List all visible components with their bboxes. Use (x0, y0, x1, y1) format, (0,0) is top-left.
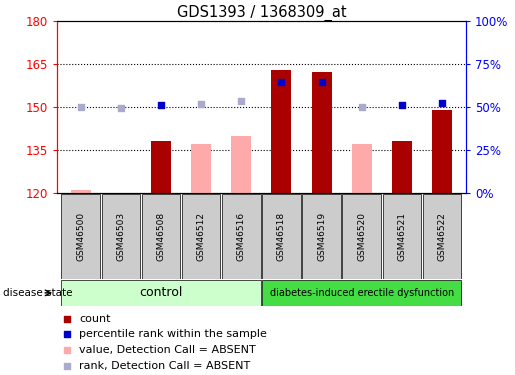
FancyBboxPatch shape (302, 194, 341, 279)
Point (197, 101, 205, 107)
Point (277, 80, 285, 86)
Point (117, 105, 125, 111)
FancyBboxPatch shape (262, 280, 461, 306)
Title: GDS1393 / 1368309_at: GDS1393 / 1368309_at (177, 4, 346, 21)
Point (63, 347, 71, 353)
Point (398, 102, 406, 108)
Bar (151, 141, 171, 193)
Text: diabetes-induced erectile dysfunction: diabetes-induced erectile dysfunction (269, 288, 454, 298)
Text: GSM46500: GSM46500 (76, 211, 85, 261)
Text: GSM46508: GSM46508 (157, 211, 165, 261)
Bar (312, 72, 332, 193)
Text: percentile rank within the sample: percentile rank within the sample (79, 329, 267, 339)
Text: GSM46521: GSM46521 (398, 212, 406, 261)
Text: count: count (79, 314, 111, 324)
FancyBboxPatch shape (423, 194, 461, 279)
FancyBboxPatch shape (222, 194, 261, 279)
FancyBboxPatch shape (262, 194, 301, 279)
Text: rank, Detection Call = ABSENT: rank, Detection Call = ABSENT (79, 362, 250, 372)
Bar (231, 136, 251, 193)
Text: GSM46522: GSM46522 (437, 212, 447, 261)
Bar (271, 69, 291, 193)
Point (77, 104, 85, 110)
Point (357, 104, 366, 110)
FancyBboxPatch shape (142, 194, 180, 279)
Bar (191, 144, 211, 193)
Text: control: control (140, 286, 183, 299)
Point (63, 332, 71, 338)
Point (237, 98, 246, 104)
Bar (432, 110, 452, 193)
Point (317, 80, 325, 86)
Bar (392, 141, 412, 193)
FancyBboxPatch shape (182, 194, 220, 279)
Point (157, 102, 165, 108)
Text: GSM46503: GSM46503 (116, 211, 125, 261)
FancyBboxPatch shape (61, 194, 100, 279)
Point (438, 100, 446, 106)
Text: GSM46520: GSM46520 (357, 212, 366, 261)
Bar (352, 144, 372, 193)
Text: GSM46518: GSM46518 (277, 211, 286, 261)
Point (63, 363, 71, 369)
Text: GSM46516: GSM46516 (237, 211, 246, 261)
Bar (71, 190, 91, 193)
Text: GSM46512: GSM46512 (197, 212, 205, 261)
FancyBboxPatch shape (61, 280, 261, 306)
Text: value, Detection Call = ABSENT: value, Detection Call = ABSENT (79, 345, 256, 355)
Text: GSM46519: GSM46519 (317, 211, 326, 261)
Text: disease state: disease state (3, 288, 72, 298)
FancyBboxPatch shape (342, 194, 381, 279)
Point (63, 316, 71, 322)
FancyBboxPatch shape (101, 194, 140, 279)
FancyBboxPatch shape (383, 194, 421, 279)
